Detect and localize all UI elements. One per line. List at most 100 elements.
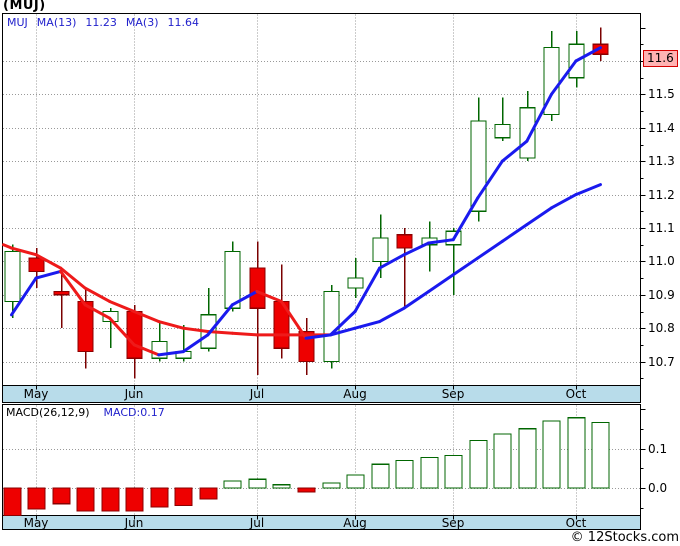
ma13-line (329, 326, 357, 337)
ma13-line (574, 183, 602, 197)
price-panel-frame (2, 13, 641, 386)
ma13-line (181, 326, 210, 334)
ma13-line (500, 223, 529, 243)
ma3-line (206, 303, 234, 337)
ma3-line (525, 92, 553, 143)
price-month-label: Sep (441, 387, 465, 401)
macd-bar-negative (125, 487, 144, 512)
price-chart-legend: MUJ MA(13) 11.23 MA(3) 11.64 (7, 16, 208, 29)
macd-month-label: May (23, 516, 49, 530)
price-axis-label: 11.1 (648, 221, 675, 235)
legend-ma13-value: 11.23 (85, 16, 117, 29)
macd-bar-positive (395, 459, 414, 489)
macd-bar-negative (76, 487, 95, 512)
macd-label: MACD(26,12,9) (6, 406, 90, 419)
ma13-line (378, 306, 406, 324)
price-month-label: Jun (124, 387, 144, 401)
ma3-line (83, 303, 112, 320)
macd-bar-positive (371, 463, 390, 489)
ma3-line (574, 46, 602, 63)
ma3-line (132, 343, 161, 357)
ma13-line (34, 253, 63, 270)
candle-body (372, 237, 389, 263)
price-axis-label: 11.3 (648, 154, 675, 168)
price-month-label: Oct (565, 387, 587, 401)
ma3-line (10, 276, 38, 317)
macd-bar-negative (27, 487, 46, 510)
ma3-line (255, 289, 283, 303)
price-axis-label-current: 11.6 (643, 50, 678, 67)
candle-body (543, 47, 560, 116)
macd-bar-positive (493, 433, 512, 489)
price-month-strip (2, 385, 641, 403)
macd-bar-positive (346, 474, 365, 489)
ma13-line (108, 299, 136, 313)
ma3-line (476, 159, 504, 200)
ma3-line (549, 59, 578, 96)
ma3-line (304, 333, 333, 340)
price-axis-label: 11.2 (648, 188, 675, 202)
ma3-line (378, 253, 406, 270)
ma3-line (402, 241, 431, 257)
ma13-line (83, 286, 112, 303)
price-axis-label: 10.8 (648, 321, 675, 335)
ma13-line (525, 206, 553, 227)
ma3-line (353, 266, 382, 313)
candle-body (396, 234, 413, 249)
macd-bar-negative (150, 487, 169, 508)
macd-bar-positive (567, 417, 586, 489)
price-month-label: May (23, 387, 49, 401)
candle-body (102, 310, 119, 323)
macd-bar-positive (542, 420, 561, 489)
price-month-label: Jul (249, 387, 265, 401)
price-axis-label: 11.5 (648, 87, 675, 101)
macd-bar-positive (469, 440, 488, 489)
ma13-line (451, 256, 480, 277)
macd-bar-positive (223, 480, 242, 489)
macd-bar-positive (420, 456, 439, 489)
macd-month-label: Sep (441, 516, 465, 530)
ma3-line (59, 269, 87, 307)
ma3-line (500, 139, 529, 163)
macd-legend: MACD(26,12,9) MACD:0.17 (6, 406, 165, 419)
ma13-line (476, 239, 504, 260)
candle-body (494, 123, 511, 139)
ma3-line (181, 333, 210, 354)
ma13-line (230, 331, 259, 337)
ma3-line (34, 269, 63, 280)
macd-bar-negative (52, 487, 71, 505)
legend-ma13-label: MA(13) (36, 16, 77, 29)
ma3-line (157, 350, 185, 357)
legend-symbol: MUJ (7, 16, 28, 29)
price-axis-label: 10.7 (648, 355, 675, 369)
macd-month-label: Jul (249, 516, 265, 530)
macd-bar-positive (591, 421, 610, 489)
candle-body (4, 250, 21, 303)
macd-bar-negative (174, 487, 193, 506)
macd-month-label: Aug (343, 516, 367, 530)
ma13-line (157, 320, 185, 330)
price-axis-label: 11.0 (648, 254, 675, 268)
ma13-line (132, 310, 161, 324)
macd-bar-positive (322, 482, 341, 489)
macd-bar-negative (3, 487, 22, 517)
candle-body (249, 267, 266, 309)
candle-body (126, 310, 143, 359)
macd-axis-label: 0.1 (648, 442, 668, 456)
candle-body (28, 257, 45, 273)
copyright-text: © 12Stocks.com (570, 530, 679, 545)
macd-month-label: Jun (124, 516, 144, 530)
ma3-line (279, 299, 308, 340)
macd-bar-negative (101, 487, 120, 512)
candle-body (323, 290, 340, 363)
macd-bar-positive (248, 478, 267, 489)
ma13-line (353, 320, 382, 330)
macd-value: MACD:0.17 (103, 406, 165, 419)
macd-axis-label: 0.0 (648, 481, 668, 495)
ma13-line (402, 289, 431, 310)
ma13-line (10, 246, 38, 257)
ma13-line (427, 273, 455, 293)
candle-body (347, 277, 364, 289)
